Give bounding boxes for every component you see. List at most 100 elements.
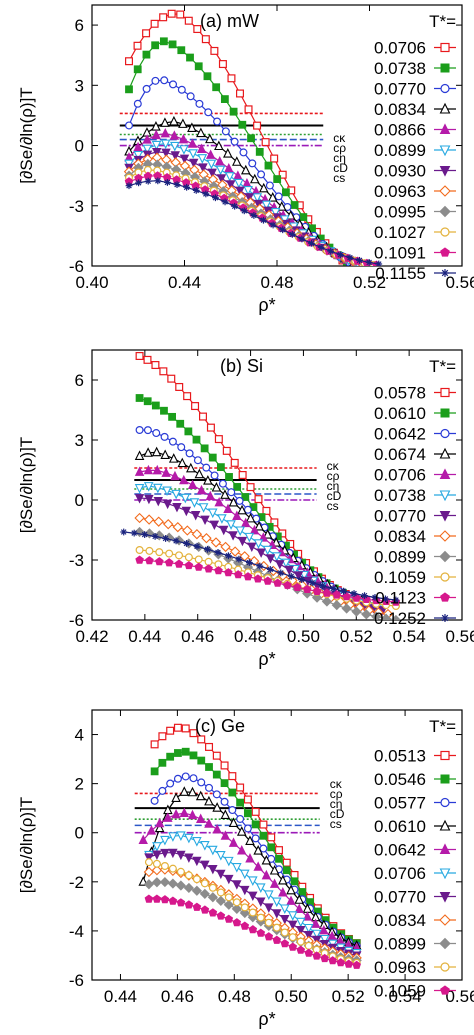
- data-point: [134, 484, 145, 494]
- data-point: [224, 914, 234, 923]
- data-point: [352, 960, 361, 969]
- legend-label: 0.0770: [374, 80, 426, 99]
- data-point: [440, 750, 450, 761]
- legend-label: 0.0513: [374, 747, 426, 766]
- data-point: [278, 887, 288, 897]
- x-tick-label: 0.46: [181, 627, 214, 646]
- data-point: [277, 569, 285, 577]
- data-point: [200, 860, 210, 871]
- data-point: [251, 807, 260, 816]
- y-tick-label: -3: [69, 551, 84, 570]
- data-point: [151, 121, 161, 131]
- data-point: [150, 19, 159, 28]
- data-point: [160, 139, 171, 150]
- data-point: [204, 564, 213, 573]
- legend-title: T*=: [429, 12, 456, 31]
- data-point: [204, 795, 214, 806]
- data-point: [152, 429, 161, 438]
- data-point: [152, 147, 162, 158]
- data-point: [256, 928, 266, 937]
- y-tick-label: 2: [75, 775, 84, 794]
- data-point: [214, 566, 223, 575]
- data-point: [172, 521, 183, 533]
- reference-line-label: cD: [327, 489, 342, 503]
- data-point: [216, 851, 226, 861]
- data-point: [220, 797, 229, 806]
- data-point: [229, 107, 238, 116]
- data-point: [274, 846, 283, 855]
- data-point: [142, 134, 152, 144]
- data-point: [327, 247, 335, 255]
- data-point: [176, 831, 186, 841]
- legend-label: 0.0642: [374, 425, 426, 444]
- data-point: [317, 243, 325, 251]
- data-point: [440, 797, 450, 808]
- data-point: [243, 186, 253, 196]
- data-point: [174, 749, 182, 757]
- data-point: [351, 606, 362, 617]
- data-point: [204, 557, 213, 566]
- data-point: [245, 512, 256, 523]
- data-point: [225, 552, 232, 560]
- data-point: [390, 614, 402, 620]
- data-series: [138, 807, 362, 952]
- data-point: [143, 464, 154, 475]
- legend-label: 0.0834: [374, 100, 426, 119]
- data-point: [439, 892, 451, 903]
- data-point: [184, 560, 194, 570]
- chart-panel: 0.42 0.44 0.46 0.48 0.50 0.52 0.54 0.56 6 3 0 -3 -6 ρ…: [17, 349, 474, 669]
- data-point: [175, 880, 186, 891]
- data-point: [228, 806, 237, 815]
- data-point: [162, 499, 173, 510]
- data-point: [293, 571, 304, 581]
- data-point: [250, 212, 258, 219]
- data-point: [279, 215, 290, 225]
- data-point: [238, 471, 247, 480]
- data-point: [180, 493, 191, 504]
- y-tick-label: 0: [75, 491, 84, 510]
- data-point: [308, 579, 316, 587]
- data-point: [283, 580, 292, 589]
- data-point: [178, 133, 189, 144]
- data-point: [212, 823, 222, 834]
- data-point: [233, 483, 242, 491]
- data-point: [188, 149, 198, 159]
- data-point: [226, 520, 236, 530]
- data-point: [267, 843, 276, 852]
- data-point: [133, 99, 142, 108]
- y-tick-label: 6: [75, 371, 84, 390]
- data-point: [272, 935, 282, 944]
- data-point: [288, 942, 298, 951]
- data-point: [219, 525, 229, 536]
- legend-label: 0.1252: [374, 609, 426, 628]
- data-point: [216, 888, 225, 897]
- data-point: [145, 556, 154, 565]
- data-point: [197, 778, 206, 787]
- data-point: [440, 962, 450, 972]
- data-point: [269, 221, 277, 229]
- data-point: [440, 985, 450, 995]
- data-point: [150, 740, 159, 749]
- reference-line-label: cη: [327, 479, 340, 493]
- data-point: [215, 155, 225, 166]
- data-point: [244, 532, 255, 543]
- data-point: [175, 382, 184, 391]
- data-point: [382, 595, 389, 603]
- data-point: [192, 186, 200, 194]
- reference-line-label: cη: [333, 151, 346, 165]
- data-point: [286, 895, 296, 905]
- data-point: [212, 83, 221, 92]
- data-point: [220, 830, 231, 840]
- data-point: [264, 161, 273, 170]
- data-point: [208, 845, 218, 856]
- x-tick-label: 0.48: [234, 627, 267, 646]
- data-point: [253, 539, 264, 549]
- data-point: [243, 505, 252, 514]
- data-point: [205, 763, 213, 771]
- data-point: [142, 50, 151, 59]
- data-point: [165, 549, 174, 558]
- data-point: [182, 525, 193, 536]
- data-point: [207, 508, 218, 519]
- x-tick-label: 0.54: [389, 987, 422, 1006]
